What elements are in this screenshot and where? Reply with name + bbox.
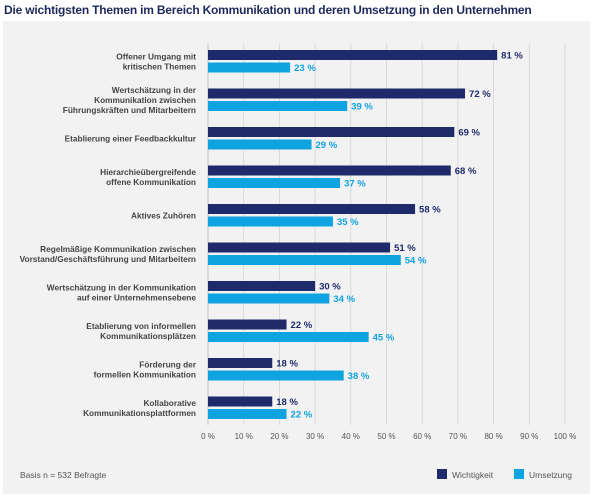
bar-umsetzung bbox=[208, 409, 287, 419]
value-label: 23 % bbox=[294, 63, 316, 74]
x-tick-label: 90 % bbox=[520, 432, 538, 441]
value-label: 39 % bbox=[351, 102, 373, 113]
bar-umsetzung bbox=[208, 101, 348, 111]
value-label: 37 % bbox=[344, 179, 366, 190]
chart-panel: 0 % 10 % 20 % 30 % 40 % 50 % 60 % 70 % 80 % 90 % 1… bbox=[3, 21, 590, 494]
category-label: Aktives Zuhören bbox=[131, 210, 196, 220]
x-tick-label: 100 % bbox=[554, 432, 577, 441]
bar-umsetzung bbox=[208, 216, 333, 227]
value-label: 22 % bbox=[291, 410, 313, 421]
value-label: 72 % bbox=[469, 89, 491, 100]
bar-wichtigkeit bbox=[208, 88, 466, 99]
x-tick-label: 30 % bbox=[306, 432, 324, 441]
bar-wichtigkeit bbox=[208, 319, 287, 330]
legend-label: Umsetzung bbox=[529, 470, 572, 480]
x-tick-label: 70 % bbox=[449, 432, 467, 441]
value-label: 51 % bbox=[394, 243, 416, 254]
bar-wichtigkeit bbox=[208, 242, 391, 253]
bar-umsetzung bbox=[208, 139, 312, 150]
bar-wichtigkeit bbox=[208, 281, 316, 291]
value-label: 69 % bbox=[458, 128, 480, 139]
value-label: 68 % bbox=[455, 166, 477, 177]
bar-umsetzung bbox=[208, 370, 344, 381]
category-label: Wertschätzung in der Kommunikation auf ei… bbox=[47, 282, 197, 302]
x-tick-label: 50 % bbox=[377, 432, 395, 441]
x-tick-label: 40 % bbox=[342, 432, 360, 441]
category-label: Regelmäßige Kommunikation zwischen Vorsta… bbox=[20, 244, 196, 264]
bar-wichtigkeit bbox=[208, 396, 273, 407]
value-label: 35 % bbox=[337, 217, 359, 228]
bar-umsetzung bbox=[208, 178, 341, 188]
x-tick-label: 20 % bbox=[270, 432, 288, 441]
bar-umsetzung bbox=[208, 62, 291, 73]
value-label: 18 % bbox=[276, 397, 298, 408]
value-label: 54 % bbox=[405, 256, 427, 267]
bar-wichtigkeit bbox=[208, 358, 273, 368]
bar-umsetzung bbox=[208, 293, 330, 304]
bar-chart: 0 % 10 % 20 % 30 % 40 % 50 % 60 % 70 % 80 % 90 % 1… bbox=[20, 43, 577, 480]
category-label: Offener Umgang mit kritischen Themen bbox=[116, 51, 196, 71]
value-label: 29 % bbox=[316, 140, 338, 151]
category-label: Hierarchieübergreifende offene Kommunikat… bbox=[100, 167, 196, 187]
bar-wichtigkeit bbox=[208, 50, 498, 60]
bar-wichtigkeit bbox=[208, 204, 416, 214]
value-label: 30 % bbox=[319, 282, 341, 293]
value-label: 34 % bbox=[333, 294, 355, 305]
bar-umsetzung bbox=[208, 332, 369, 342]
value-label: 58 % bbox=[419, 205, 441, 216]
x-tick-label: 0 % bbox=[201, 432, 215, 441]
x-tick-label: 10 % bbox=[235, 432, 253, 441]
value-label: 45 % bbox=[373, 333, 395, 344]
bar-wichtigkeit bbox=[208, 127, 455, 137]
legend-label: Wichtigkeit bbox=[452, 470, 494, 480]
value-label: 38 % bbox=[348, 371, 370, 382]
category-label: Förderung der formellen Kommunikation bbox=[94, 359, 197, 379]
legend-swatch-umsetzung bbox=[514, 469, 524, 479]
category-label: Wertschätzung in der Kommunikation zwisch… bbox=[63, 85, 197, 115]
bar-wichtigkeit bbox=[208, 165, 451, 176]
bar-umsetzung bbox=[208, 255, 401, 265]
chart-title: Die wichtigsten Themen im Bereich Kommun… bbox=[4, 3, 532, 17]
footnote: Basis n = 532 Befragte bbox=[20, 470, 107, 480]
category-label: Etablierung von informellen Kommunikation… bbox=[86, 321, 196, 341]
category-label: Etablierung einer Feedbackkultur bbox=[65, 133, 197, 143]
x-tick-label: 80 % bbox=[484, 432, 502, 441]
value-label: 18 % bbox=[276, 359, 298, 370]
category-label: Kollaborative Kommunikationsplattformen bbox=[83, 398, 196, 418]
value-label: 22 % bbox=[291, 320, 313, 331]
x-tick-label: 60 % bbox=[413, 432, 431, 441]
legend-swatch-wichtigkeit bbox=[437, 469, 447, 479]
value-label: 81 % bbox=[501, 51, 523, 62]
